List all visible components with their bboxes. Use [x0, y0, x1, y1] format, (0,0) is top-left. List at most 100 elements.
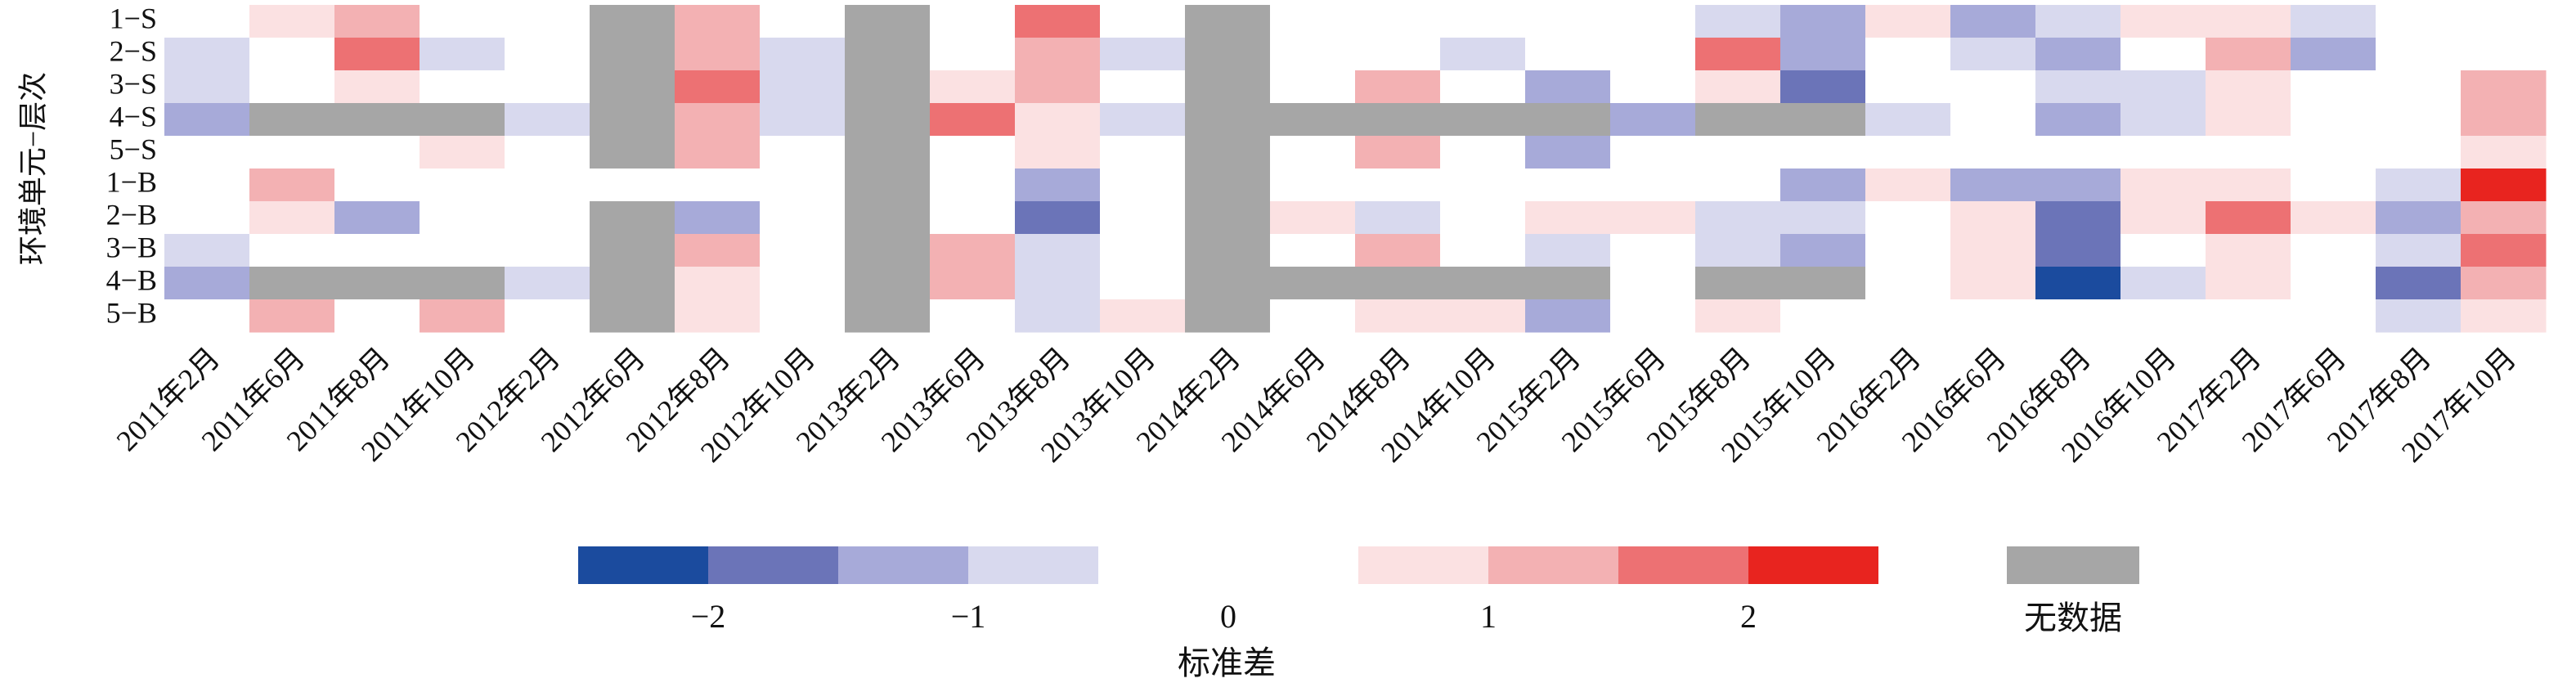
- heatmap-cell: [2206, 201, 2291, 235]
- heatmap-cell: [845, 103, 931, 137]
- heatmap-cell: [505, 103, 590, 137]
- heatmap-cell: [590, 234, 675, 267]
- heatmap-cell: [590, 267, 675, 300]
- heatmap-cell: [1100, 267, 1186, 300]
- heatmap-cell: [845, 70, 931, 104]
- heatmap-cell: [2120, 267, 2206, 300]
- heatmap-cell: [2376, 299, 2462, 333]
- heatmap-cell: [2206, 267, 2291, 300]
- heatmap-cell: [1525, 38, 1611, 71]
- heatmap-cell: [1610, 38, 1696, 71]
- heatmap-cell: [1695, 38, 1781, 71]
- colorbar-tick-label: 1: [1480, 598, 1497, 635]
- heatmap-cell: [420, 267, 505, 300]
- y-tick-label: 3−S: [110, 67, 157, 100]
- heatmap-cell: [1185, 299, 1271, 333]
- heatmap-cell: [1270, 201, 1356, 235]
- heatmap-cell: [845, 234, 931, 267]
- heatmap-cell: [1270, 234, 1356, 267]
- heatmap-cell: [334, 299, 420, 333]
- heatmap-cell: [1270, 5, 1356, 38]
- heatmap-cell: [420, 70, 505, 104]
- heatmap-cell: [1865, 38, 1951, 71]
- heatmap-cell: [2120, 136, 2206, 169]
- heatmap-cell: [675, 136, 761, 169]
- heatmap-cell: [1525, 70, 1611, 104]
- heatmap-cell: [1355, 136, 1441, 169]
- heatmap-cell: [590, 201, 675, 235]
- heatmap-cell: [1185, 136, 1271, 169]
- colorbar-swatch: [1618, 546, 1748, 584]
- heatmap-cell: [2461, 38, 2547, 71]
- heatmap-cell: [1865, 5, 1951, 38]
- heatmap-cell: [1185, 38, 1271, 71]
- heatmap-cell: [590, 103, 675, 137]
- heatmap-cell: [2376, 234, 2462, 267]
- heatmap-cell: [1015, 267, 1101, 300]
- heatmap-cell: [1100, 234, 1186, 267]
- heatmap-cell: [2206, 70, 2291, 104]
- heatmap-cell: [760, 299, 846, 333]
- heatmap-cell: [1440, 70, 1526, 104]
- heatmap-cell: [845, 267, 931, 300]
- heatmap-cell: [2206, 169, 2291, 202]
- heatmap-cell: [2206, 136, 2291, 169]
- heatmap-cell: [845, 201, 931, 235]
- heatmap-cell: [1865, 201, 1951, 235]
- heatmap-cell: [760, 136, 846, 169]
- heatmap-cell: [1610, 201, 1696, 235]
- heatmap-cell: [1355, 5, 1441, 38]
- heatmap-cell: [1100, 5, 1186, 38]
- heatmap-cell: [2376, 267, 2462, 300]
- heatmap-cell: [760, 5, 846, 38]
- heatmap-cell: [2376, 38, 2462, 71]
- heatmap-cell: [1865, 299, 1951, 333]
- heatmap-cell: [249, 299, 335, 333]
- heatmap-cell: [1610, 234, 1696, 267]
- heatmap-cell: [2035, 5, 2121, 38]
- heatmap-cell: [1950, 5, 2036, 38]
- heatmap-cell: [420, 169, 505, 202]
- heatmap-cell: [1440, 169, 1526, 202]
- heatmap-cell: [1610, 70, 1696, 104]
- y-tick-label: 2−B: [106, 198, 157, 231]
- heatmap-cell: [845, 38, 931, 71]
- heatmap-cell: [590, 38, 675, 71]
- heatmap-cell: [1780, 299, 1866, 333]
- heatmap-cell: [2120, 169, 2206, 202]
- heatmap-cell: [1185, 5, 1271, 38]
- heatmap-cell: [2035, 70, 2121, 104]
- heatmap-cell: [675, 299, 761, 333]
- heatmap-cell: [1950, 70, 2036, 104]
- heatmap-cell: [334, 103, 420, 137]
- heatmap-cell: [505, 38, 590, 71]
- heatmap-cell: [1865, 70, 1951, 104]
- heatmap-cell: [1950, 103, 2036, 137]
- heatmap-cell: [2291, 234, 2376, 267]
- heatmap-cell: [590, 136, 675, 169]
- heatmap-cell: [930, 103, 1016, 137]
- heatmap-cell: [1780, 267, 1866, 300]
- heatmap-cell: [2206, 234, 2291, 267]
- heatmap-cell: [760, 169, 846, 202]
- heatmap-cell: [2461, 5, 2547, 38]
- heatmap-cell: [1015, 38, 1101, 71]
- heatmap-cell: [420, 201, 505, 235]
- heatmap-cell: [420, 5, 505, 38]
- heatmap-cell: [675, 103, 761, 137]
- heatmap-cell: [420, 234, 505, 267]
- heatmap-cell: [1015, 234, 1101, 267]
- heatmap-cell: [1865, 234, 1951, 267]
- heatmap-cell: [2291, 103, 2376, 137]
- heatmap-cell: [1100, 38, 1186, 71]
- heatmap-cell: [1440, 234, 1526, 267]
- heatmap-cell: [2291, 299, 2376, 333]
- heatmap-cell: [2291, 201, 2376, 235]
- heatmap-cell: [675, 201, 761, 235]
- heatmap-cell: [1015, 169, 1101, 202]
- heatmap-cell: [1610, 103, 1696, 137]
- heatmap-cell: [1525, 5, 1611, 38]
- heatmap-cell: [164, 38, 250, 71]
- heatmap-cell: [2120, 5, 2206, 38]
- heatmap-cell: [1780, 201, 1866, 235]
